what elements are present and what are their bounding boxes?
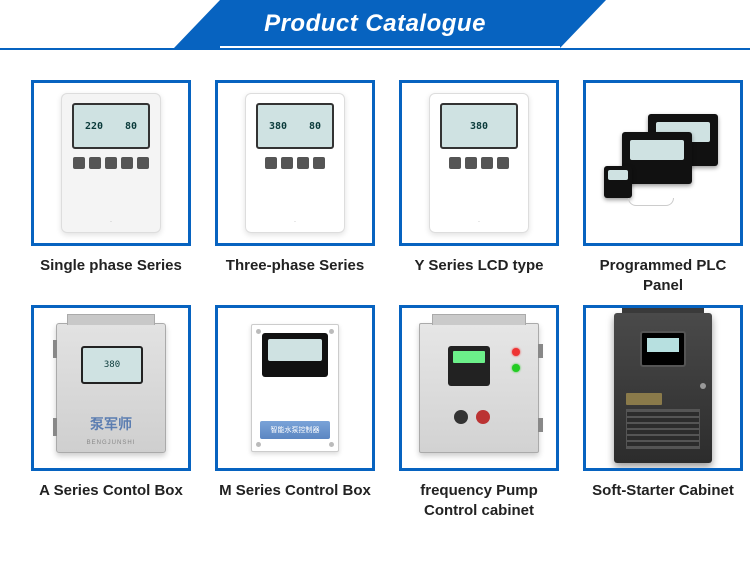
latch: [538, 418, 543, 432]
product-card: 220 80 · Single phase Series: [26, 80, 196, 295]
product-thumb: 220 80 ·: [31, 80, 191, 246]
hinge: [53, 340, 57, 358]
indicator-lamp-green: [512, 364, 520, 372]
lcd-value-1: 380: [269, 121, 287, 132]
product-caption: A Series Contol Box: [26, 481, 196, 501]
soft-starter-cabinet: [614, 313, 712, 463]
lock-icon: [700, 383, 706, 389]
single-phase-panel: 220 80 ·: [61, 93, 161, 233]
plc-panel-group: [598, 108, 728, 218]
control-dial: [454, 410, 468, 424]
product-card: Programmed PLC Panel: [578, 80, 748, 295]
product-card: frequency Pump Control cabinet: [394, 305, 564, 520]
product-thumb: [399, 305, 559, 471]
product-card: 智能水泵控制器 M Series Control Box: [210, 305, 380, 520]
product-thumb: 380 泵军师 BENGJUNSHI: [31, 305, 191, 471]
product-thumb: [583, 80, 743, 246]
product-caption: Soft-Starter Cabinet: [578, 481, 748, 501]
panel-footer-label: ·: [294, 219, 296, 225]
product-thumb: [583, 305, 743, 471]
product-card: 380 80 · Three-phase Series: [210, 80, 380, 295]
product-thumb: 智能水泵控制器: [215, 305, 375, 471]
product-caption: Single phase Series: [26, 256, 196, 276]
product-caption: Programmed PLC Panel: [578, 256, 748, 295]
product-caption: Three-phase Series: [210, 256, 380, 276]
indicator-lamp-red: [512, 348, 520, 356]
m-series-box: 智能水泵控制器: [251, 324, 339, 452]
vfd-display: [448, 346, 490, 386]
page-title: Product Catalogue: [264, 10, 486, 38]
sensor-cable: [628, 198, 674, 206]
button-row: [449, 157, 509, 169]
rating-plate: [626, 393, 662, 405]
lcd-display: 380: [81, 346, 143, 384]
y-series-panel: 380 ·: [429, 93, 529, 233]
stop-button: [476, 410, 490, 424]
lcd-display: 220 80: [72, 103, 150, 149]
frequency-cabinet: [419, 323, 539, 453]
lcd-display: [262, 333, 328, 377]
product-caption: frequency Pump Control cabinet: [394, 481, 564, 520]
header-slant-left: [174, 0, 220, 48]
label-strip: 智能水泵控制器: [260, 421, 330, 439]
lcd-display: 380: [440, 103, 518, 149]
brand-subtext: BENGJUNSHI: [57, 440, 165, 446]
ventilation-grille: [626, 409, 700, 449]
lcd-display: [640, 331, 686, 367]
plc-module: [604, 166, 632, 198]
latch: [538, 344, 543, 358]
product-card: 380 · Y Series LCD type: [394, 80, 564, 295]
panel-footer-label: ·: [110, 219, 112, 225]
button-row: [265, 157, 325, 169]
three-phase-panel: 380 80 ·: [245, 93, 345, 233]
panel-footer-label: ·: [478, 219, 480, 225]
product-caption: M Series Control Box: [210, 481, 380, 501]
a-series-box: 380 泵军师 BENGJUNSHI: [56, 323, 166, 453]
product-card: 380 泵军师 BENGJUNSHI A Series Contol Box: [26, 305, 196, 520]
product-caption: Y Series LCD type: [394, 256, 564, 276]
lcd-value-2: 80: [125, 121, 137, 132]
lcd-value-1: 380: [470, 121, 488, 132]
button-row: [73, 157, 149, 169]
product-card: Soft-Starter Cabinet: [578, 305, 748, 520]
lcd-value-1: 220: [85, 121, 103, 132]
plc-panel: [622, 132, 692, 184]
lcd-display: 380 80: [256, 103, 334, 149]
catalogue-header: Product Catalogue: [0, 0, 750, 50]
product-grid: 220 80 · Single phase Series 380 80: [0, 50, 750, 520]
product-thumb: 380 80 ·: [215, 80, 375, 246]
lcd-value-2: 80: [309, 121, 321, 132]
brand-text: 泵军师: [57, 414, 165, 434]
header-slant-right: [560, 0, 606, 48]
product-thumb: 380 ·: [399, 80, 559, 246]
